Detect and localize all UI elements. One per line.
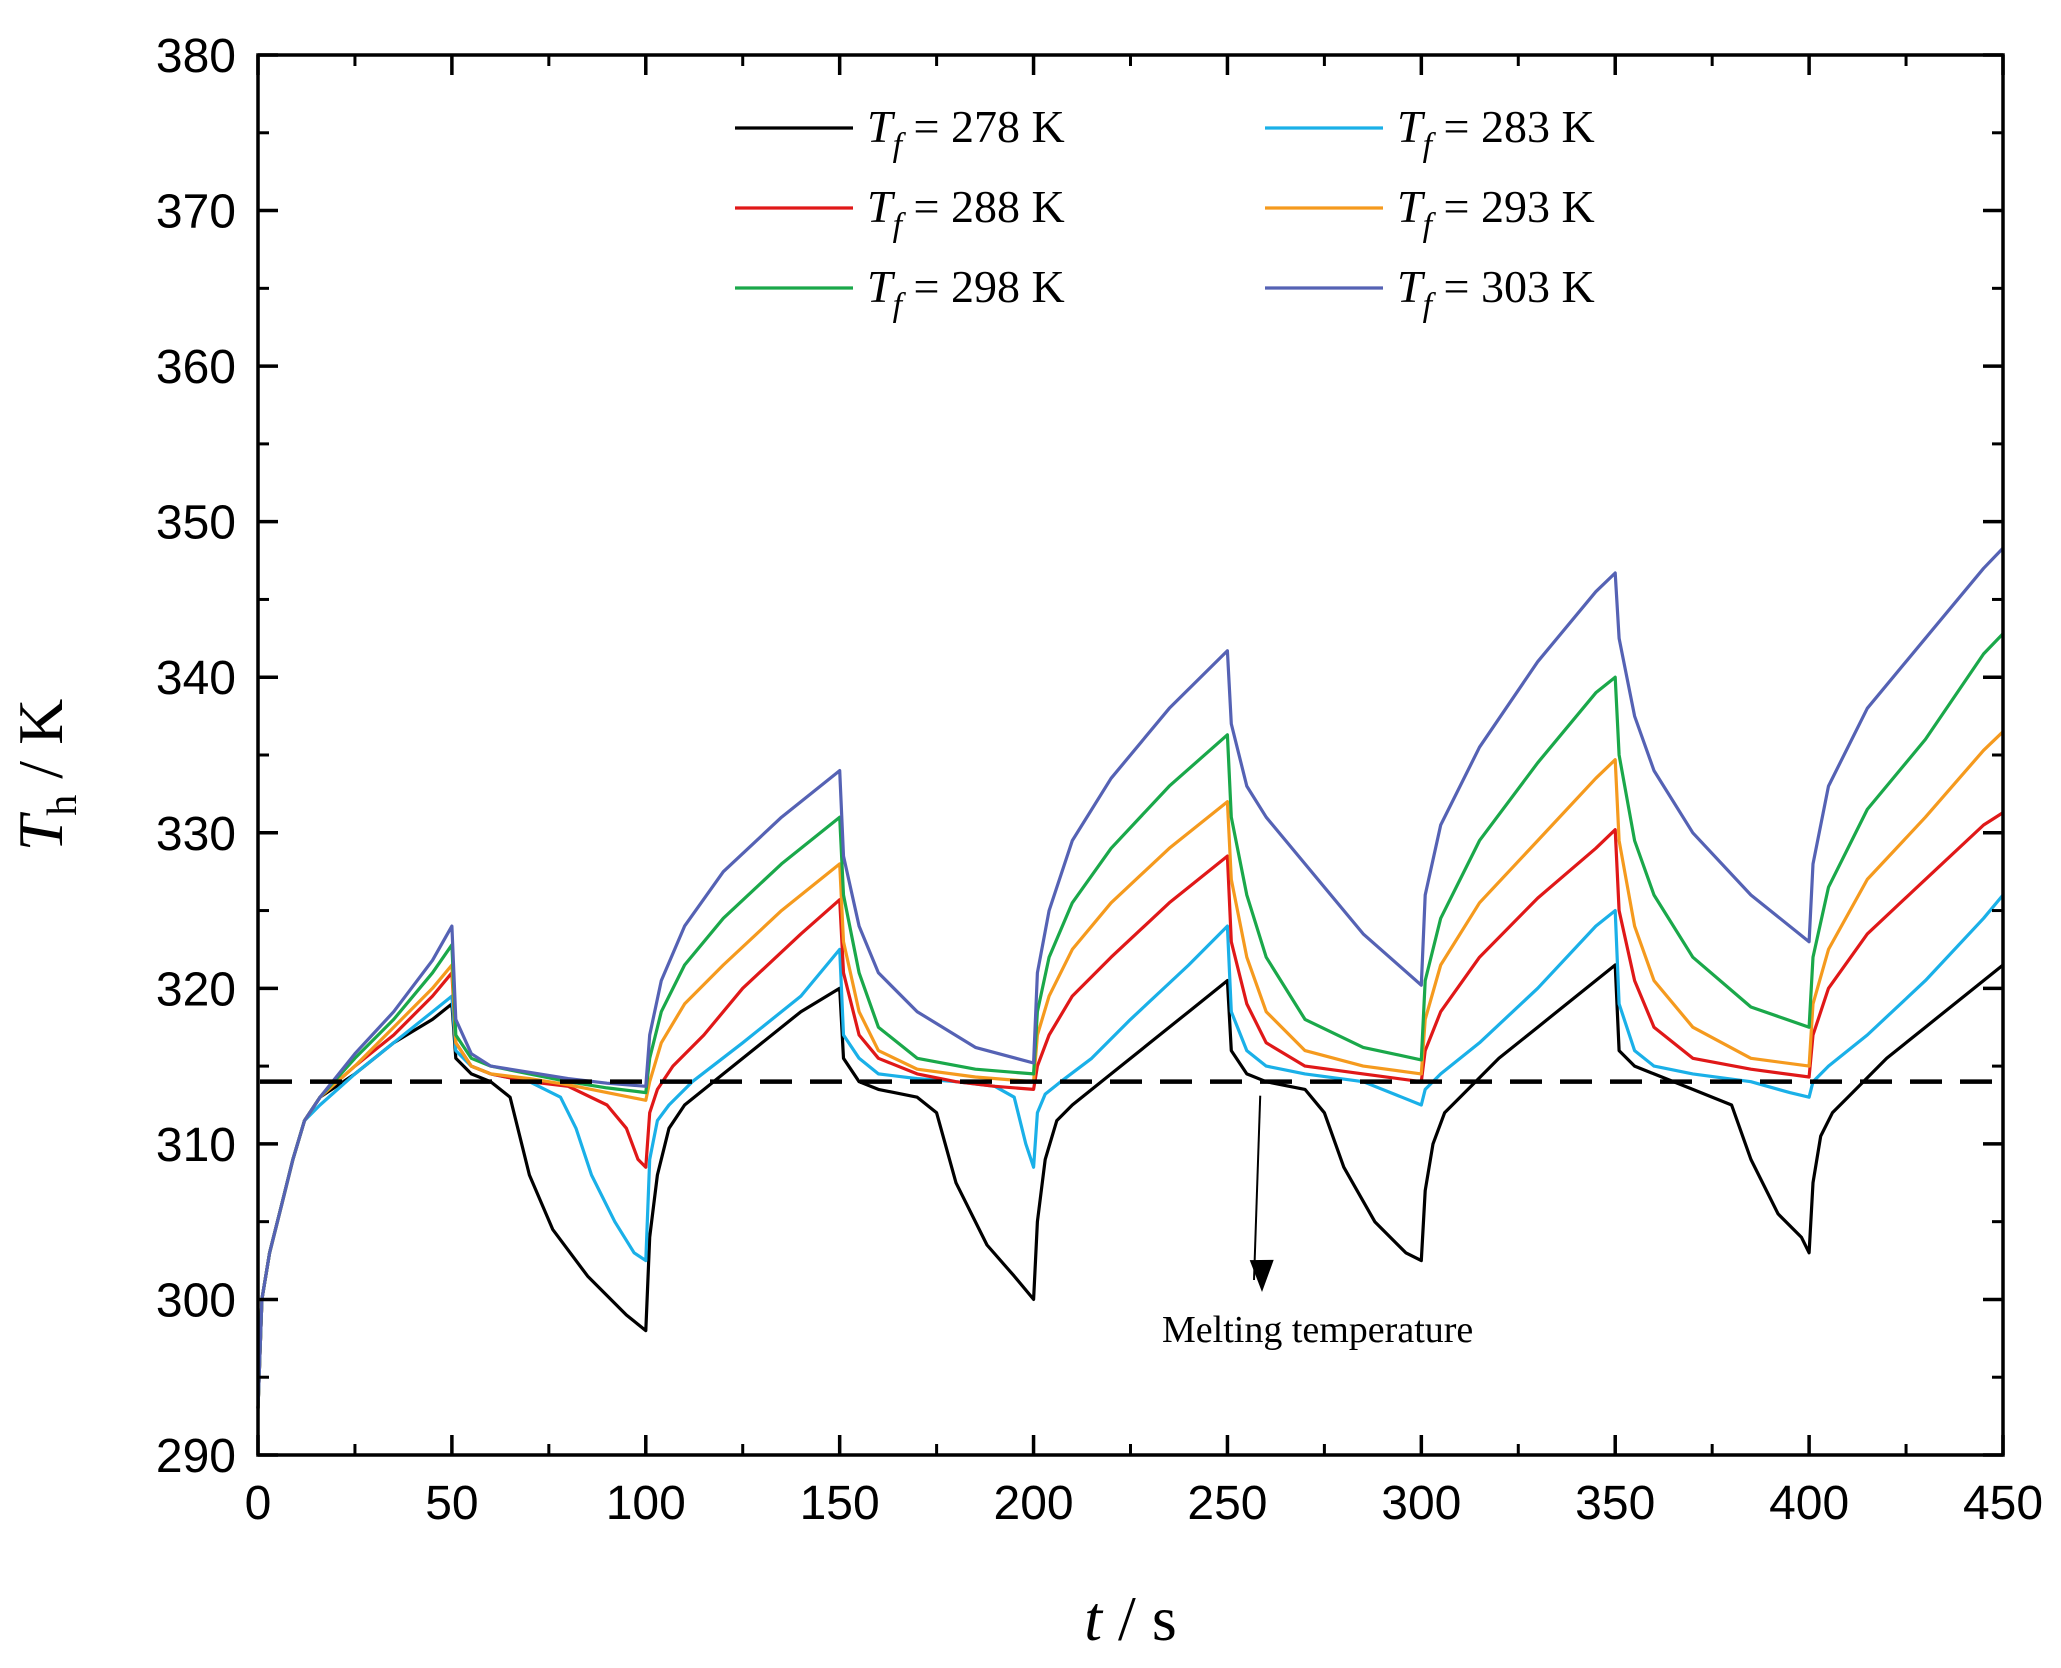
- legend-label-5: Tf = 298 K: [867, 261, 1065, 324]
- annotation-label: Melting temperature: [1162, 1309, 1473, 1351]
- y-axis-separator: /: [5, 745, 76, 795]
- tick-labels: 0 50 100 150 200 250 300 350 400 450 290 300 310 320 3…: [156, 30, 2043, 1530]
- legend: Tf = 278 K Tf = 283 K Tf = 288 K Tf = 293 K…: [735, 101, 1595, 324]
- plot-frame: [256, 53, 2005, 1457]
- legend-value: = 298 K: [902, 261, 1065, 312]
- legend-label-4: Tf = 293 K: [1397, 181, 1595, 244]
- x-tick-label: 100: [606, 1477, 686, 1530]
- x-axis-unit: s: [1152, 1583, 1177, 1654]
- legend-label-3: Tf = 288 K: [867, 181, 1065, 244]
- y-axis-variable: T: [5, 811, 76, 851]
- annotation-arrow-head: [1249, 1259, 1274, 1292]
- y-tick-label: 360: [156, 341, 236, 394]
- x-tick-label: 300: [1381, 1477, 1461, 1530]
- x-axis-variable: t: [1084, 1583, 1104, 1654]
- y-tick-label: 340: [156, 652, 236, 705]
- series-line-6: [256, 546, 2005, 1409]
- y-axis-title: Th / K: [5, 699, 86, 852]
- x-tick-label: 150: [800, 1477, 880, 1530]
- y-tick-label: 380: [156, 30, 236, 83]
- y-tick-label: 300: [156, 1274, 236, 1327]
- legend-value: = 288 K: [902, 181, 1065, 232]
- y-axis-subscript: h: [40, 795, 86, 816]
- legend-variable: T: [867, 261, 896, 312]
- legend-value: = 303 K: [1432, 261, 1595, 312]
- x-tick-label: 0: [245, 1477, 272, 1530]
- x-tick-label: 350: [1575, 1477, 1655, 1530]
- x-tick-label: 200: [994, 1477, 1074, 1530]
- y-axis-unit: K: [5, 699, 76, 745]
- y-tick-label: 350: [156, 497, 236, 550]
- x-tick-label: 250: [1187, 1477, 1267, 1530]
- legend-variable: T: [867, 101, 896, 152]
- y-tick-label: 320: [156, 963, 236, 1016]
- x-tick-label: 50: [425, 1477, 478, 1530]
- y-tick-label: 370: [156, 186, 236, 239]
- melting-temperature-annotation: Melting temperature: [1162, 1095, 1473, 1351]
- legend-variable: T: [1397, 181, 1426, 232]
- annotation-arrow: [1253, 1095, 1262, 1281]
- y-tick-label: 330: [156, 808, 236, 861]
- series-line-3: [256, 811, 2004, 1409]
- x-axis-separator: /: [1102, 1583, 1152, 1654]
- series-line-1: [256, 963, 2005, 1409]
- y-tick-label: 310: [156, 1119, 236, 1172]
- x-axis-title: t / s: [1084, 1583, 1176, 1654]
- legend-variable: T: [1397, 261, 1426, 312]
- legend-label-6: Tf = 303 K: [1397, 261, 1595, 324]
- legend-label-2: Tf = 283 K: [1397, 101, 1595, 164]
- x-tick-label: 400: [1769, 1477, 1849, 1530]
- legend-value: = 283 K: [1432, 101, 1595, 152]
- plot-series-layer: [256, 546, 2005, 1409]
- legend-variable: T: [1397, 101, 1426, 152]
- y-tick-label: 290: [156, 1430, 236, 1483]
- legend-variable: T: [867, 181, 896, 232]
- legend-label-1: Tf = 278 K: [867, 101, 1065, 164]
- legend-value: = 293 K: [1432, 181, 1595, 232]
- legend-value: = 278 K: [902, 101, 1065, 152]
- x-tick-label: 450: [1963, 1477, 2043, 1530]
- series-line-2: [256, 893, 2005, 1409]
